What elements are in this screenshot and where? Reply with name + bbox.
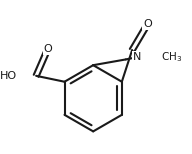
Text: CH$_3$: CH$_3$ xyxy=(161,50,182,64)
Text: HO: HO xyxy=(0,71,17,81)
Text: O: O xyxy=(143,19,152,29)
Text: N: N xyxy=(133,52,141,62)
Text: O: O xyxy=(44,44,52,54)
